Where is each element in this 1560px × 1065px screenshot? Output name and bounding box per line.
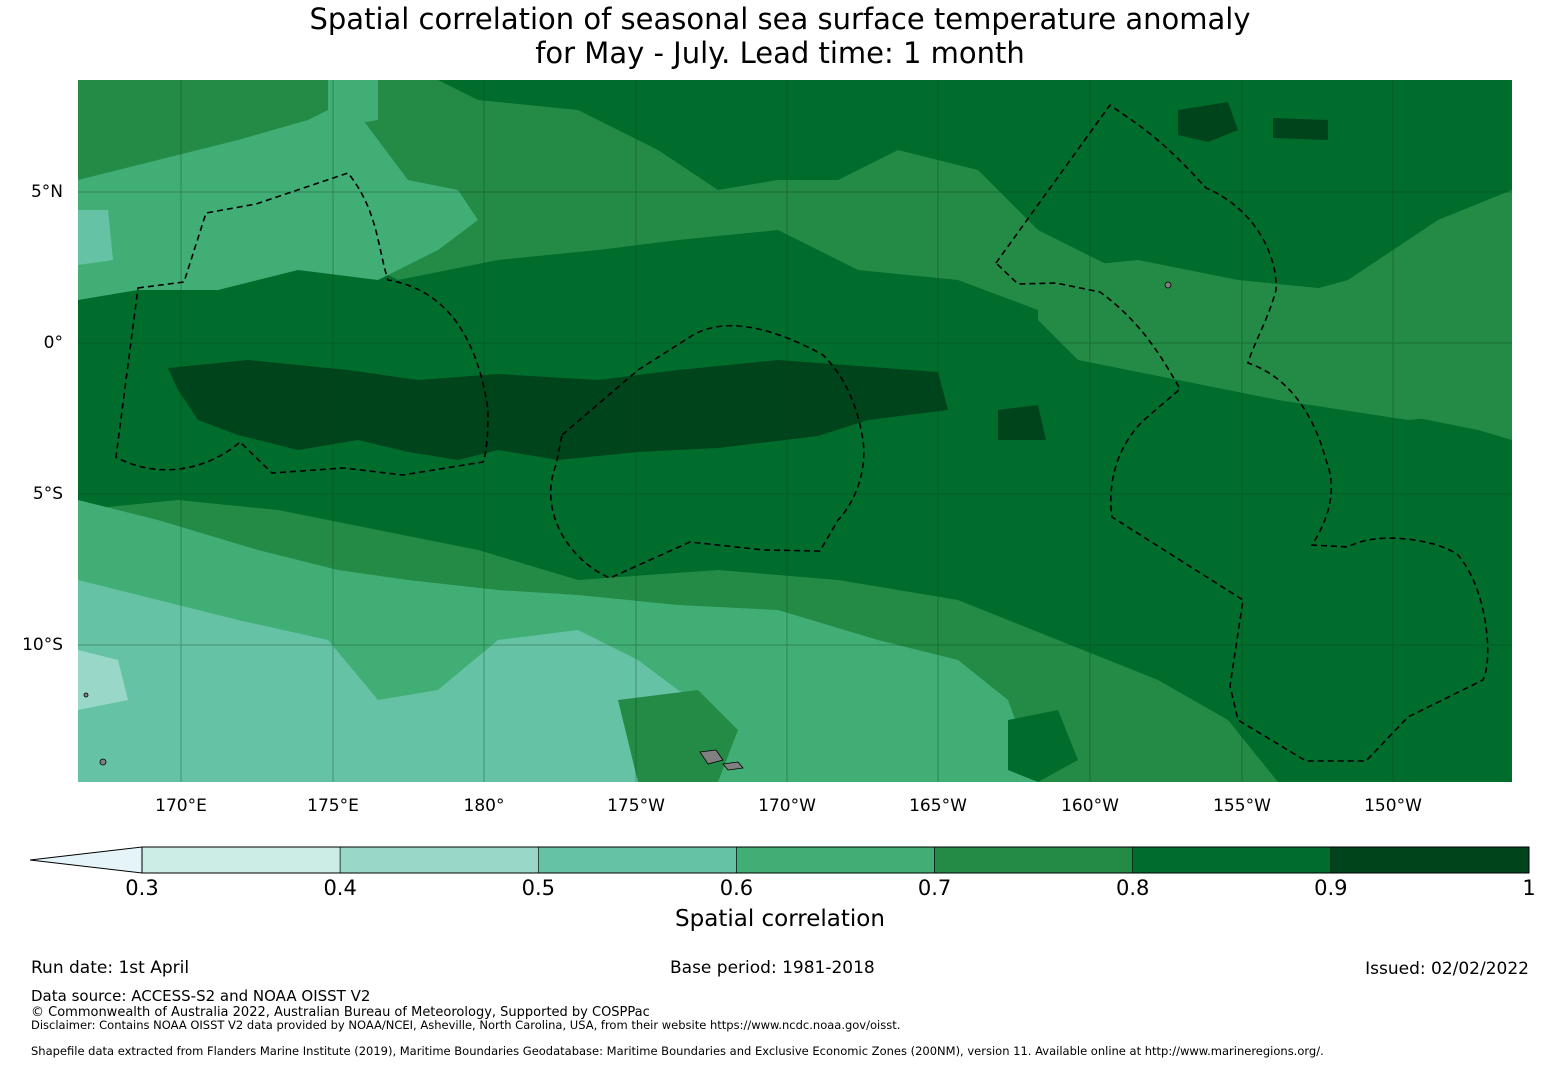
island-samoa-upolu [699, 749, 724, 765]
island-nauru [83, 692, 89, 698]
lat-label-10s: 10°S [22, 635, 63, 655]
chart-title: Spatial correlation of seasonal sea surf… [0, 2, 1560, 70]
colorbar-tick-label: 0.9 [1314, 876, 1348, 900]
colorbar-label: Spatial correlation [675, 906, 885, 932]
field-ne-dark [1178, 102, 1238, 142]
field-core [168, 360, 948, 460]
field-south-lighter [78, 580, 718, 782]
field-northwest-lighter [78, 210, 113, 265]
lat-label-0: 0° [43, 333, 63, 353]
field-southwest-lightest [78, 650, 128, 710]
title-line-1: Spatial correlation of seasonal sea surf… [309, 2, 1251, 36]
correlation-map [78, 80, 1512, 782]
eez-boundary-kiribati-phoenix [549, 324, 865, 579]
eez-boundary-kiribati-line [994, 103, 1489, 762]
eez-boundary-kiribati-gilbert [115, 172, 489, 476]
field-south-light-2 [818, 660, 918, 760]
field-south-dark-patch-2 [1008, 710, 1078, 782]
colorbar-outline [141, 846, 1530, 874]
colorbar-under-extension [30, 846, 143, 874]
field-northwest-light [78, 100, 478, 300]
lon-label-175e: 175°E [307, 796, 359, 816]
colorbar-segment [1330, 846, 1530, 874]
colorbar-tick-label: 0.5 [521, 876, 555, 900]
colorbar-segment [934, 846, 1134, 874]
colorbar-tick-label: 0.8 [1116, 876, 1150, 900]
island-kiritimati [1164, 281, 1172, 289]
graticule [78, 80, 1512, 782]
copyright: © Commonwealth of Australia 2022, Austra… [31, 1005, 650, 1020]
lon-label-170e: 170°E [155, 796, 207, 816]
run-date: Run date: 1st April [31, 958, 190, 978]
field-core-east [998, 405, 1046, 440]
field-north-dark [438, 80, 1512, 310]
colorbar-tick-label: 0.3 [125, 876, 159, 900]
colorbar-segment [537, 846, 737, 874]
field-north-patch [328, 80, 378, 125]
colorbar-segment [141, 846, 341, 874]
data-source: Data source: ACCESS-S2 and NOAA OISST V2 [31, 987, 371, 1005]
lon-label-165w: 165°W [909, 796, 967, 816]
issued-date: Issued: 02/02/2022 [1365, 959, 1529, 979]
title-line-2: for May - July. Lead time: 1 month [535, 36, 1025, 70]
field-east-mid [1038, 260, 1512, 420]
colorbar-tick-label: 1 [1522, 876, 1536, 900]
lon-label-160w: 160°W [1061, 796, 1119, 816]
lat-label-5s: 5°S [32, 484, 63, 504]
lat-label-5n: 5°N [30, 182, 63, 202]
disclaimer: Disclaimer: Contains NOAA OISST V2 data … [31, 1018, 901, 1032]
colorbar-tick-label: 0.6 [719, 876, 754, 900]
lon-label-150w: 150°W [1364, 796, 1422, 816]
colorbar-segment [339, 846, 539, 874]
colorbar-segment [1132, 846, 1332, 874]
lon-label-180: 180° [463, 796, 505, 816]
base-period: Base period: 1981-2018 [670, 958, 875, 978]
island-tuvalu [99, 758, 107, 766]
colorbar-tick-label: 0.7 [917, 876, 952, 900]
colorbar-segment [736, 846, 935, 874]
shapefile-credit: Shapefile data extracted from Flanders M… [31, 1044, 1324, 1058]
lon-label-155w: 155°W [1213, 796, 1271, 816]
lon-label-170w: 170°W [758, 796, 816, 816]
island-samoa-savaii [722, 761, 744, 771]
field-ne-dark-2 [1273, 118, 1328, 140]
lon-label-175w: 175°W [607, 796, 665, 816]
colorbar-tick-label: 0.4 [323, 876, 357, 900]
colorbar [30, 846, 1530, 874]
